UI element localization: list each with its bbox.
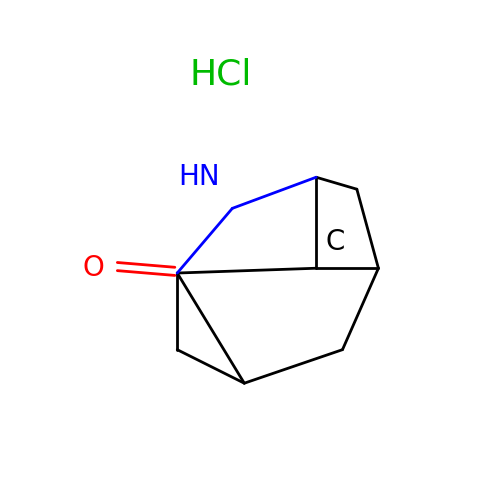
Text: HCl: HCl [189, 57, 251, 91]
Text: O: O [82, 254, 104, 282]
Text: C: C [326, 228, 345, 256]
Text: HN: HN [178, 163, 219, 191]
